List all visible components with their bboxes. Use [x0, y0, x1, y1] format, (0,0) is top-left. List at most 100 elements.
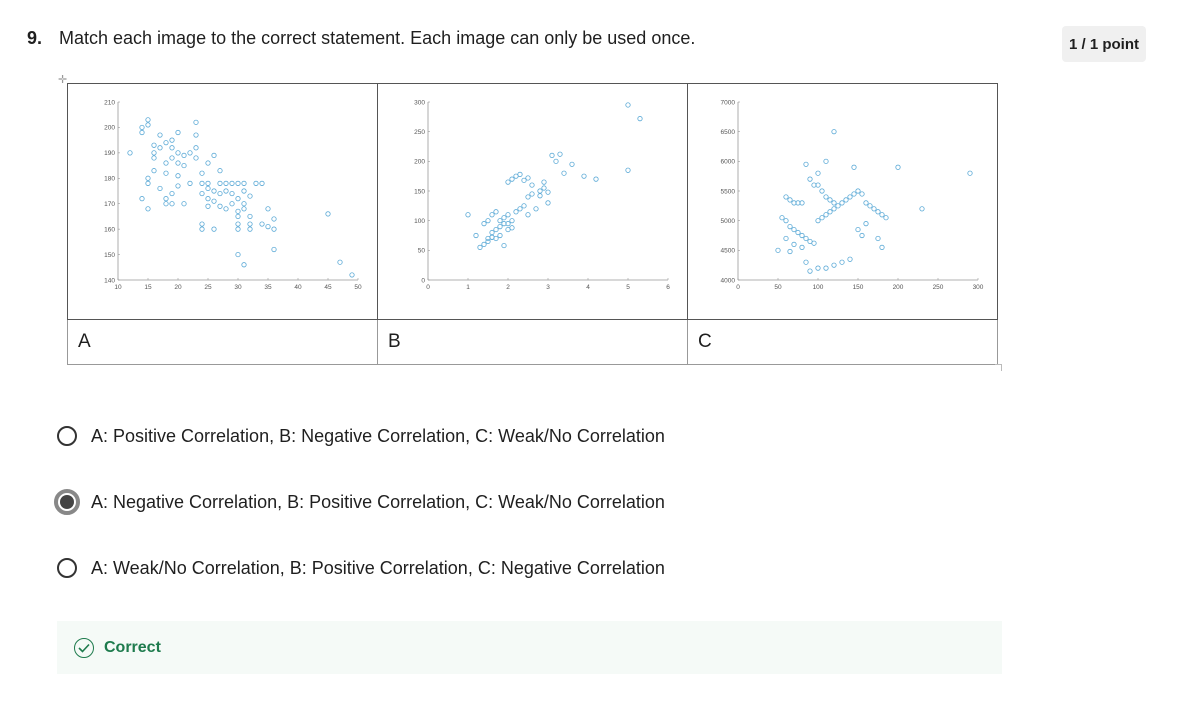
x-tick-label: 200: [893, 284, 904, 291]
answer-option-3[interactable]: A: Weak/No Correlation, B: Positive Corr…: [57, 552, 665, 584]
data-point: [193, 132, 199, 138]
data-point: [799, 200, 805, 206]
table-resize-handle-icon[interactable]: [995, 364, 1002, 371]
y-tick-label: 6000: [721, 159, 736, 166]
data-point: [151, 150, 157, 156]
data-point: [803, 161, 809, 167]
data-point: [199, 190, 205, 197]
y-tick-label: 190: [104, 150, 115, 157]
label-cell-c: C: [687, 319, 998, 365]
question-text: Match each image to the correct statemen…: [59, 28, 696, 48]
data-point: [569, 161, 575, 167]
data-point: [521, 203, 527, 209]
data-point: [193, 145, 199, 151]
data-point: [187, 150, 193, 156]
x-tick-label: 15: [144, 284, 152, 291]
data-point: [509, 218, 515, 224]
data-point: [783, 194, 789, 200]
data-point: [157, 132, 163, 138]
data-point: [265, 206, 271, 212]
scatter-plot-c: 0 50 100 150 200 250 300 4000 4500 5000 5500 6000 65…: [721, 99, 984, 291]
data-point: [199, 180, 205, 186]
data-point: [145, 122, 151, 128]
data-point: [867, 203, 873, 209]
data-point: [843, 197, 849, 203]
data-point: [169, 145, 175, 151]
data-point: [247, 213, 253, 220]
data-point: [163, 196, 169, 202]
table-move-handle-icon[interactable]: ✛: [58, 74, 68, 86]
data-point: [533, 206, 539, 212]
data-point: [229, 190, 235, 197]
data-point: [775, 247, 781, 253]
data-point: [835, 203, 841, 209]
y-tick-label: 180: [104, 176, 115, 183]
radio-button-3[interactable]: [57, 558, 77, 578]
data-point: [831, 206, 837, 212]
data-point: [229, 180, 235, 186]
answer-option-2[interactable]: A: Negative Correlation, B: Positive Cor…: [54, 486, 665, 518]
data-point: [229, 201, 235, 207]
y-tick-label: 170: [104, 201, 115, 208]
x-tick-label: 0: [736, 284, 740, 291]
data-point: [477, 244, 483, 250]
data-point: [553, 158, 559, 164]
answer-option-1[interactable]: A: Positive Correlation, B: Negative Cor…: [57, 420, 665, 452]
data-point: [163, 140, 169, 146]
data-point: [625, 102, 631, 108]
x-tick-label: 20: [174, 284, 182, 291]
data-point: [205, 185, 211, 192]
data-point: [839, 259, 845, 265]
x-tick-label: 45: [324, 284, 332, 291]
data-point: [199, 226, 205, 232]
data-point: [493, 209, 499, 215]
data-point: [537, 188, 543, 194]
data-point: [271, 226, 277, 232]
x-tick-label: 40: [294, 284, 302, 291]
radio-button-2[interactable]: [54, 489, 80, 515]
radio-button-1[interactable]: [57, 426, 77, 446]
data-point: [349, 272, 355, 278]
data-point: [557, 151, 563, 157]
y-tick-label: 140: [104, 277, 115, 284]
data-point: [815, 218, 821, 224]
data-point: [879, 212, 885, 218]
data-point: [205, 196, 211, 202]
data-point: [501, 242, 507, 249]
data-point: [831, 129, 837, 135]
data-point: [199, 170, 205, 176]
data-point: [145, 206, 151, 212]
image-cell-b: 0 1 2 3 4 5 6 0 50 100 150 200 250 300: [377, 83, 688, 320]
x-tick-label: 300: [973, 284, 984, 291]
data-point: [211, 188, 217, 194]
data-point: [855, 226, 861, 233]
axes: 0 50 100 150 200 250 300 4000 4500 5000 5500 6000 65…: [721, 99, 984, 291]
x-tick-label: 35: [264, 284, 272, 291]
data-point: [823, 212, 829, 218]
data-point: [625, 167, 631, 173]
data-point: [235, 213, 241, 220]
data-point: [859, 232, 865, 239]
data-point: [271, 246, 277, 253]
data-point: [815, 265, 821, 271]
data-point: [871, 206, 877, 212]
answer-option-label-1: A: Positive Correlation, B: Negative Cor…: [91, 425, 665, 446]
image-table: 10 15 20 25 30 35 40 45 50 140 150 160 170 180 190 200 2…: [67, 83, 998, 365]
data-point: [211, 152, 217, 159]
data-point: [783, 235, 789, 242]
data-point: [493, 226, 499, 233]
data-point: [529, 191, 535, 197]
data-point: [545, 200, 551, 206]
data-point: [501, 215, 507, 221]
axes: 10 15 20 25 30 35 40 45 50 140 150 160 170 180 190 200 2…: [104, 99, 362, 291]
data-point: [337, 259, 343, 265]
data-point: [783, 218, 789, 224]
data-point: [505, 179, 511, 185]
data-point: [517, 171, 523, 177]
data-point: [811, 240, 817, 246]
data-point: [473, 232, 479, 239]
label-cell-a: A: [67, 319, 378, 365]
data-point: [175, 183, 181, 189]
data-point: [235, 226, 241, 232]
data-point: [217, 180, 223, 186]
